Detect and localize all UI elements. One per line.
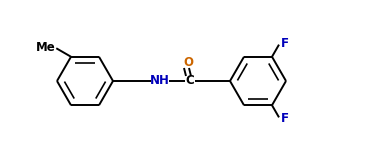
- Text: F: F: [281, 37, 289, 50]
- Text: NH: NH: [150, 74, 170, 88]
- Text: C: C: [186, 74, 194, 88]
- Text: O: O: [183, 55, 193, 68]
- Text: Me: Me: [35, 41, 55, 54]
- Text: F: F: [281, 112, 289, 125]
